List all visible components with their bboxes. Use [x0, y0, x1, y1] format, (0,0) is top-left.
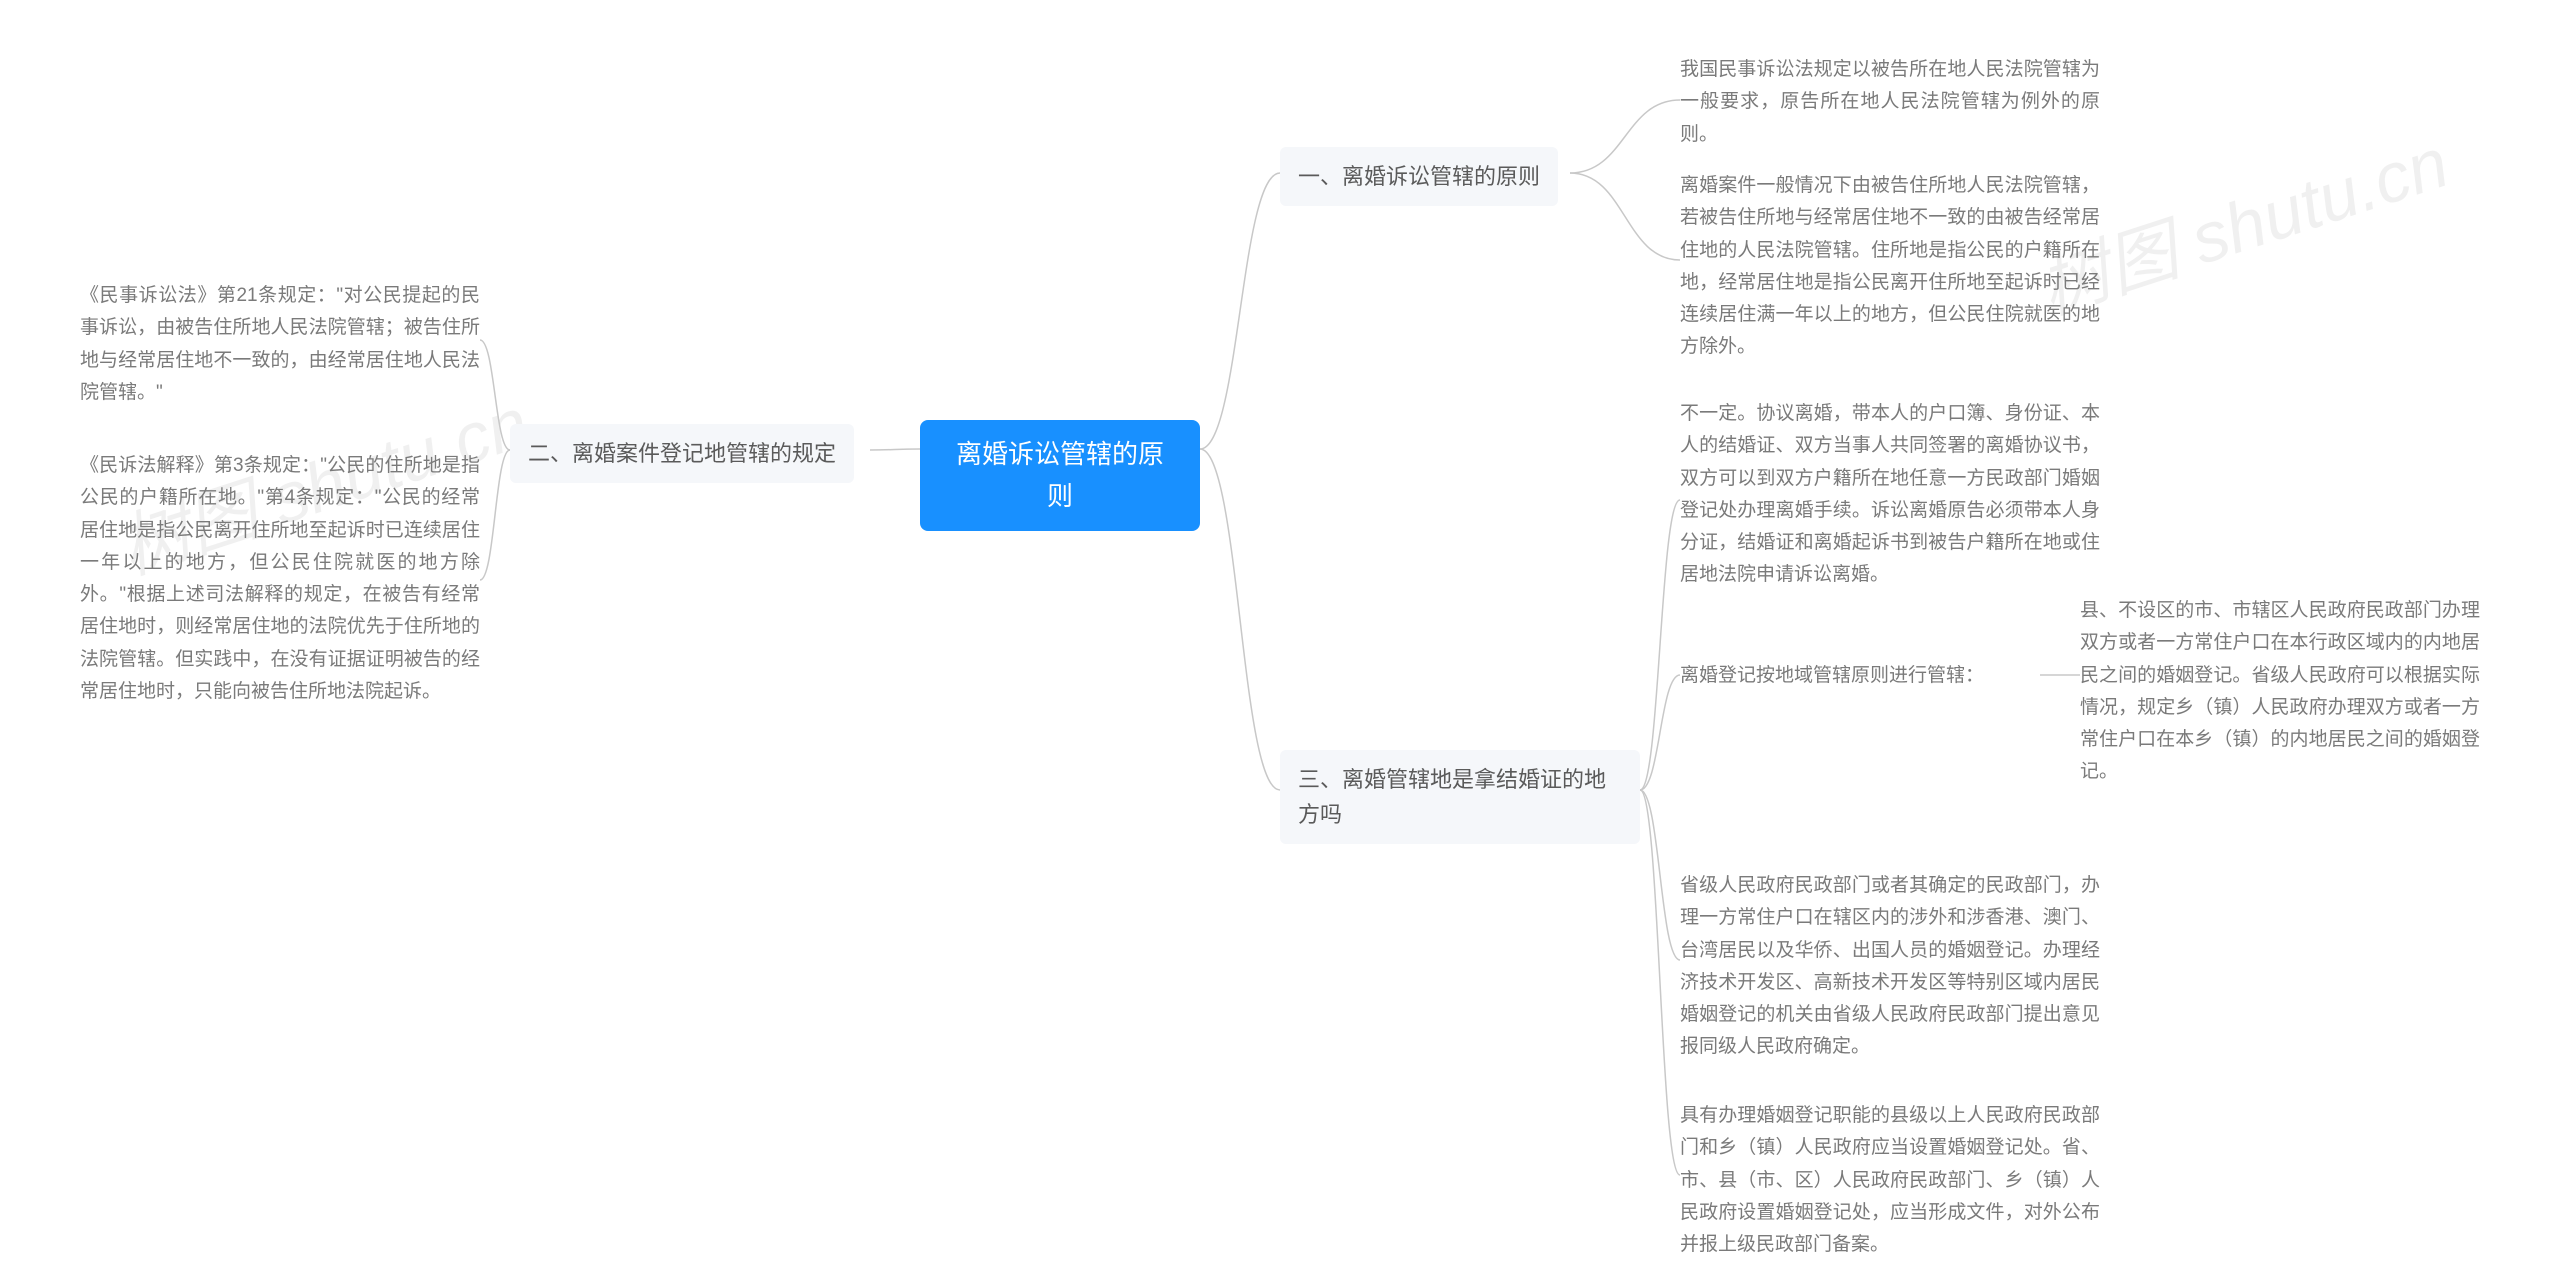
root-node[interactable]: 离婚诉讼管辖的原则: [920, 420, 1200, 531]
branch-3[interactable]: 三、离婚管辖地是拿结婚证的地方吗: [1280, 750, 1640, 844]
branch-1[interactable]: 一、离婚诉讼管辖的原则: [1280, 147, 1558, 206]
branch-1-child-2: 离婚案件一般情况下由被告住所地人民法院管辖，若被告住所地与经常居住地不一致的由被…: [1680, 170, 2100, 364]
branch-3-child-4: 具有办理婚姻登记职能的县级以上人民政府民政部门和乡（镇）人民政府应当设置婚姻登记…: [1680, 1100, 2100, 1261]
branch-2[interactable]: 二、离婚案件登记地管辖的规定: [510, 424, 854, 483]
branch-3-child-2: 离婚登记按地域管辖原则进行管辖：: [1680, 660, 2040, 692]
branch-2-child-1: 《民事诉讼法》第21条规定："对公民提起的民事诉讼，由被告住所地人民法院管辖；被…: [80, 280, 480, 409]
branch-3-child-1: 不一定。协议离婚，带本人的户口簿、身份证、本人的结婚证、双方当事人共同签署的离婚…: [1680, 398, 2100, 592]
branch-1-child-1: 我国民事诉讼法规定以被告所在地人民法院管辖为一般要求，原告所在地人民法院管辖为例…: [1680, 54, 2100, 151]
branch-3-child-2-sub: 县、不设区的市、市辖区人民政府民政部门办理双方或者一方常住户口在本行政区域内的内…: [2080, 595, 2480, 789]
branch-3-child-3: 省级人民政府民政部门或者其确定的民政部门，办理一方常住户口在辖区内的涉外和涉香港…: [1680, 870, 2100, 1064]
branch-2-child-2: 《民诉法解释》第3条规定："公民的住所地是指公民的户籍所在地。"第4条规定："公…: [80, 450, 480, 708]
